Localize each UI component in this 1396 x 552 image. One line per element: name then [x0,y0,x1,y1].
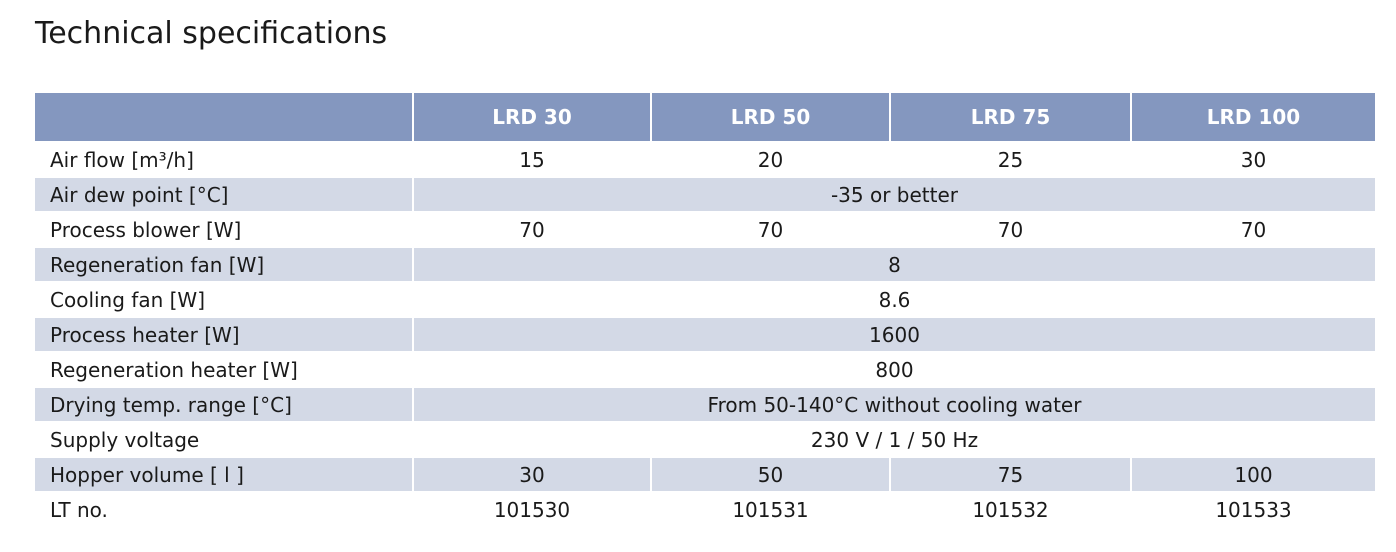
table-row: LT no. 101530 101531 101532 101533 [35,491,1375,526]
cell: 70 [889,211,1131,247]
row-label: LT no. [35,491,413,526]
table-row: Air flow [m³/h] 15 20 25 30 [35,141,1375,177]
table-row: Regeneration fan [W] 8 [35,246,1375,282]
cell: 30 [1130,141,1375,177]
column-header: LRD 100 [1130,93,1375,142]
cell: 25 [889,141,1131,177]
table-row: Process blower [W] 70 70 70 70 [35,211,1375,247]
column-header: LRD 75 [889,93,1131,142]
cell: 75 [889,456,1131,492]
column-header: LRD 30 [412,93,651,142]
cell: 20 [650,141,890,177]
cell: From 50-140°C without cooling water [412,386,1375,422]
table-row: Supply voltage 230 V / 1 / 50 Hz [35,421,1375,457]
row-label: Process heater [W] [35,316,413,352]
cell: -35 or better [412,176,1375,212]
table-row: Regeneration heater [W] 800 [35,351,1375,387]
row-label: Hopper volume [ l ] [35,456,413,492]
header-row: LRD 30 LRD 50 LRD 75 LRD 100 [35,93,1375,142]
cell: 101532 [889,491,1131,526]
cell: 101531 [650,491,890,526]
cell: 70 [412,211,651,247]
cell: 15 [412,141,651,177]
row-label: Regeneration heater [W] [35,351,413,387]
cell: 70 [1130,211,1375,247]
row-label: Process blower [W] [35,211,413,247]
table-row: Drying temp. range [°C] From 50-140°C wit… [35,386,1375,422]
table-row: Air dew point [°C] -35 or better [35,176,1375,212]
row-label: Regeneration fan [W] [35,246,413,282]
cell: 101533 [1130,491,1375,526]
row-label: Air flow [m³/h] [35,141,413,177]
table-row: Cooling fan [W] 8.6 [35,281,1375,317]
cell: 50 [650,456,890,492]
title: Technical specifications [35,16,388,51]
row-label: Drying temp. range [°C] [35,386,413,422]
cell: 100 [1130,456,1375,492]
spec-table: LRD 30 LRD 50 LRD 75 LRD 100 Air flow [m³/h… [35,93,1375,526]
row-label: Supply voltage [35,421,413,457]
header-corner [35,93,413,142]
row-label: Cooling fan [W] [35,281,413,317]
cell: 8 [412,246,1375,282]
column-header: LRD 50 [650,93,890,142]
row-label: Air dew point [°C] [35,176,413,212]
cell: 30 [412,456,651,492]
cell: 8.6 [412,281,1375,317]
cell: 230 V / 1 / 50 Hz [412,421,1375,457]
cell: 101530 [412,491,651,526]
cell: 800 [412,351,1375,387]
cell: 70 [650,211,890,247]
table-row: Process heater [W] 1600 [35,316,1375,352]
cell: 1600 [412,316,1375,352]
table-row: Hopper volume [ l ] 30 50 75 100 [35,456,1375,492]
